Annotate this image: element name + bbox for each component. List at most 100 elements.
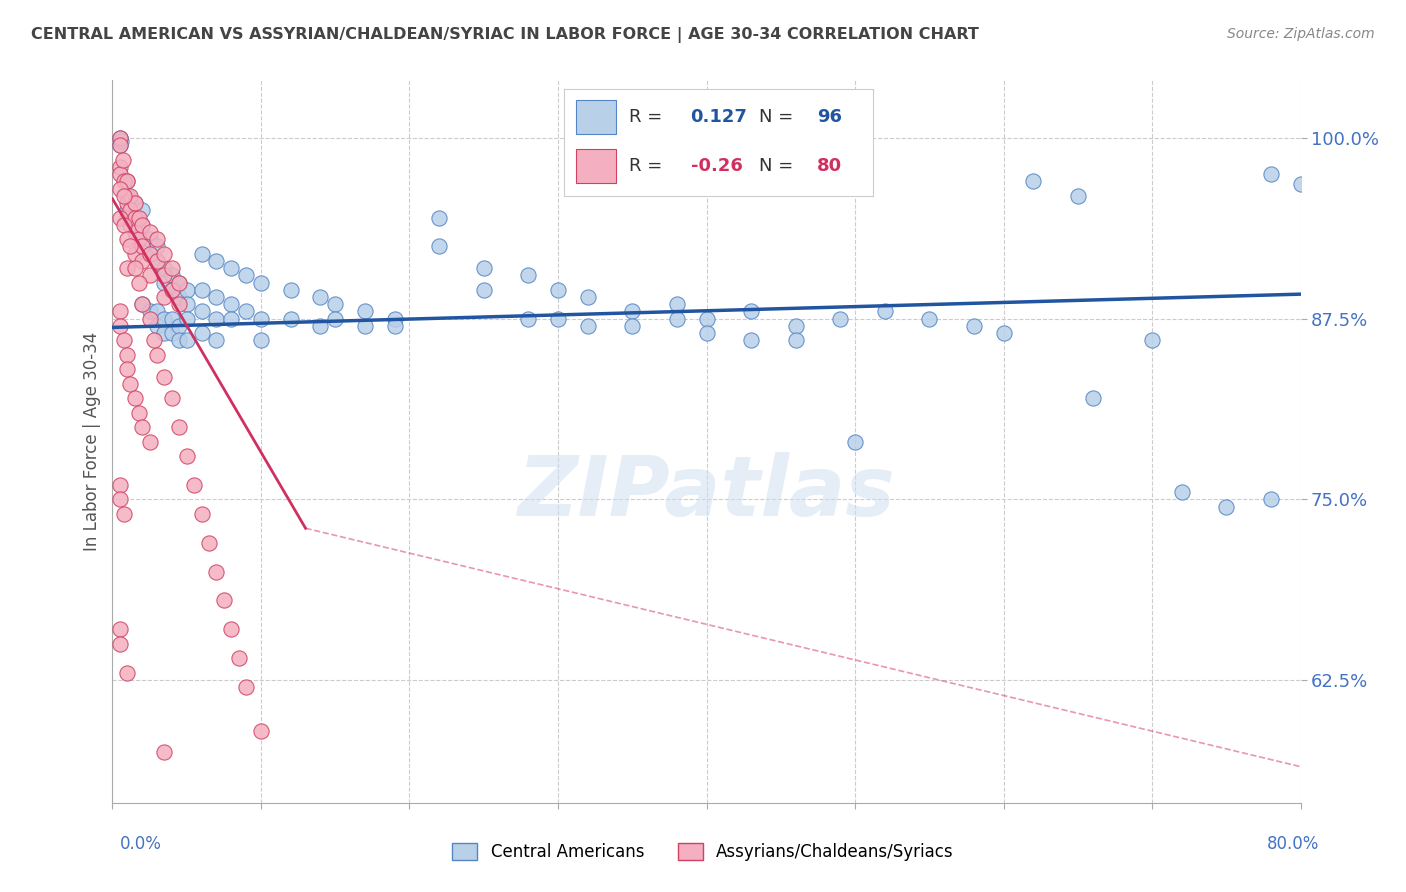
Point — [131, 297, 153, 311]
Point — [517, 311, 540, 326]
Point — [169, 297, 191, 311]
Point — [280, 311, 302, 326]
Point — [111, 153, 134, 167]
Point — [1215, 500, 1237, 514]
Point — [108, 623, 131, 637]
Point — [108, 138, 131, 153]
Point — [1260, 167, 1282, 181]
Point — [108, 478, 131, 492]
Point — [131, 203, 153, 218]
Legend: Central Americans, Assyrians/Chaldeans/Syriacs: Central Americans, Assyrians/Chaldeans/S… — [446, 836, 960, 868]
Point — [160, 283, 183, 297]
Point — [124, 196, 146, 211]
Point — [120, 203, 142, 218]
Point — [250, 334, 273, 348]
Point — [472, 261, 495, 276]
Point — [1289, 178, 1312, 192]
Point — [153, 290, 176, 304]
Point — [427, 211, 450, 225]
Point — [323, 297, 346, 311]
Point — [117, 362, 139, 376]
Point — [120, 189, 142, 203]
Point — [740, 304, 762, 318]
Point — [131, 218, 153, 232]
Point — [169, 420, 191, 434]
Point — [108, 131, 131, 145]
Point — [110, 134, 132, 148]
Point — [117, 232, 139, 246]
Point — [665, 297, 688, 311]
Point — [138, 311, 160, 326]
Point — [205, 290, 228, 304]
Point — [108, 637, 131, 651]
Point — [146, 239, 169, 253]
Point — [131, 218, 153, 232]
Point — [547, 283, 569, 297]
Point — [873, 304, 896, 318]
Point — [384, 318, 406, 333]
Point — [219, 261, 242, 276]
Point — [205, 334, 228, 348]
Point — [547, 311, 569, 326]
Point — [169, 290, 191, 304]
Point — [205, 311, 228, 326]
Point — [117, 348, 139, 362]
Text: 0.0%: 0.0% — [120, 835, 162, 853]
Point — [176, 283, 198, 297]
Point — [128, 276, 150, 290]
Point — [176, 334, 198, 348]
Point — [183, 478, 205, 492]
Point — [124, 225, 146, 239]
Point — [124, 391, 146, 405]
Point — [153, 276, 176, 290]
Point — [117, 196, 139, 211]
Point — [153, 745, 176, 759]
Point — [138, 232, 160, 246]
Point — [131, 232, 153, 246]
Point — [138, 268, 160, 283]
Point — [250, 276, 273, 290]
Point — [124, 261, 146, 276]
Point — [146, 253, 169, 268]
Point — [124, 246, 146, 260]
Point — [124, 196, 146, 211]
Point — [131, 239, 153, 253]
Point — [138, 304, 160, 318]
Point — [621, 318, 644, 333]
Point — [124, 211, 146, 225]
Point — [235, 304, 257, 318]
Point — [120, 376, 142, 391]
Point — [190, 507, 212, 521]
Point — [665, 311, 688, 326]
Point — [250, 723, 273, 738]
Point — [830, 311, 852, 326]
Point — [146, 348, 169, 362]
Point — [153, 268, 176, 283]
Text: CENTRAL AMERICAN VS ASSYRIAN/CHALDEAN/SYRIAC IN LABOR FORCE | AGE 30-34 CORRELAT: CENTRAL AMERICAN VS ASSYRIAN/CHALDEAN/SY… — [31, 27, 979, 43]
Point — [153, 246, 176, 260]
Point — [117, 174, 139, 188]
Point — [146, 232, 169, 246]
Point — [785, 318, 807, 333]
Point — [112, 174, 135, 188]
Point — [176, 449, 198, 463]
Point — [576, 318, 599, 333]
Point — [131, 420, 153, 434]
Point — [160, 311, 183, 326]
Point — [190, 246, 212, 260]
Point — [128, 232, 150, 246]
Point — [354, 318, 377, 333]
Point — [138, 434, 160, 449]
Point — [1260, 492, 1282, 507]
Point — [108, 160, 131, 174]
Point — [153, 369, 176, 384]
Point — [117, 174, 139, 188]
Point — [696, 326, 718, 341]
Point — [108, 182, 131, 196]
Point — [128, 406, 150, 420]
Point — [963, 318, 986, 333]
Point — [128, 211, 150, 225]
Point — [120, 239, 142, 253]
Text: Source: ZipAtlas.com: Source: ZipAtlas.com — [1227, 27, 1375, 41]
Point — [169, 318, 191, 333]
